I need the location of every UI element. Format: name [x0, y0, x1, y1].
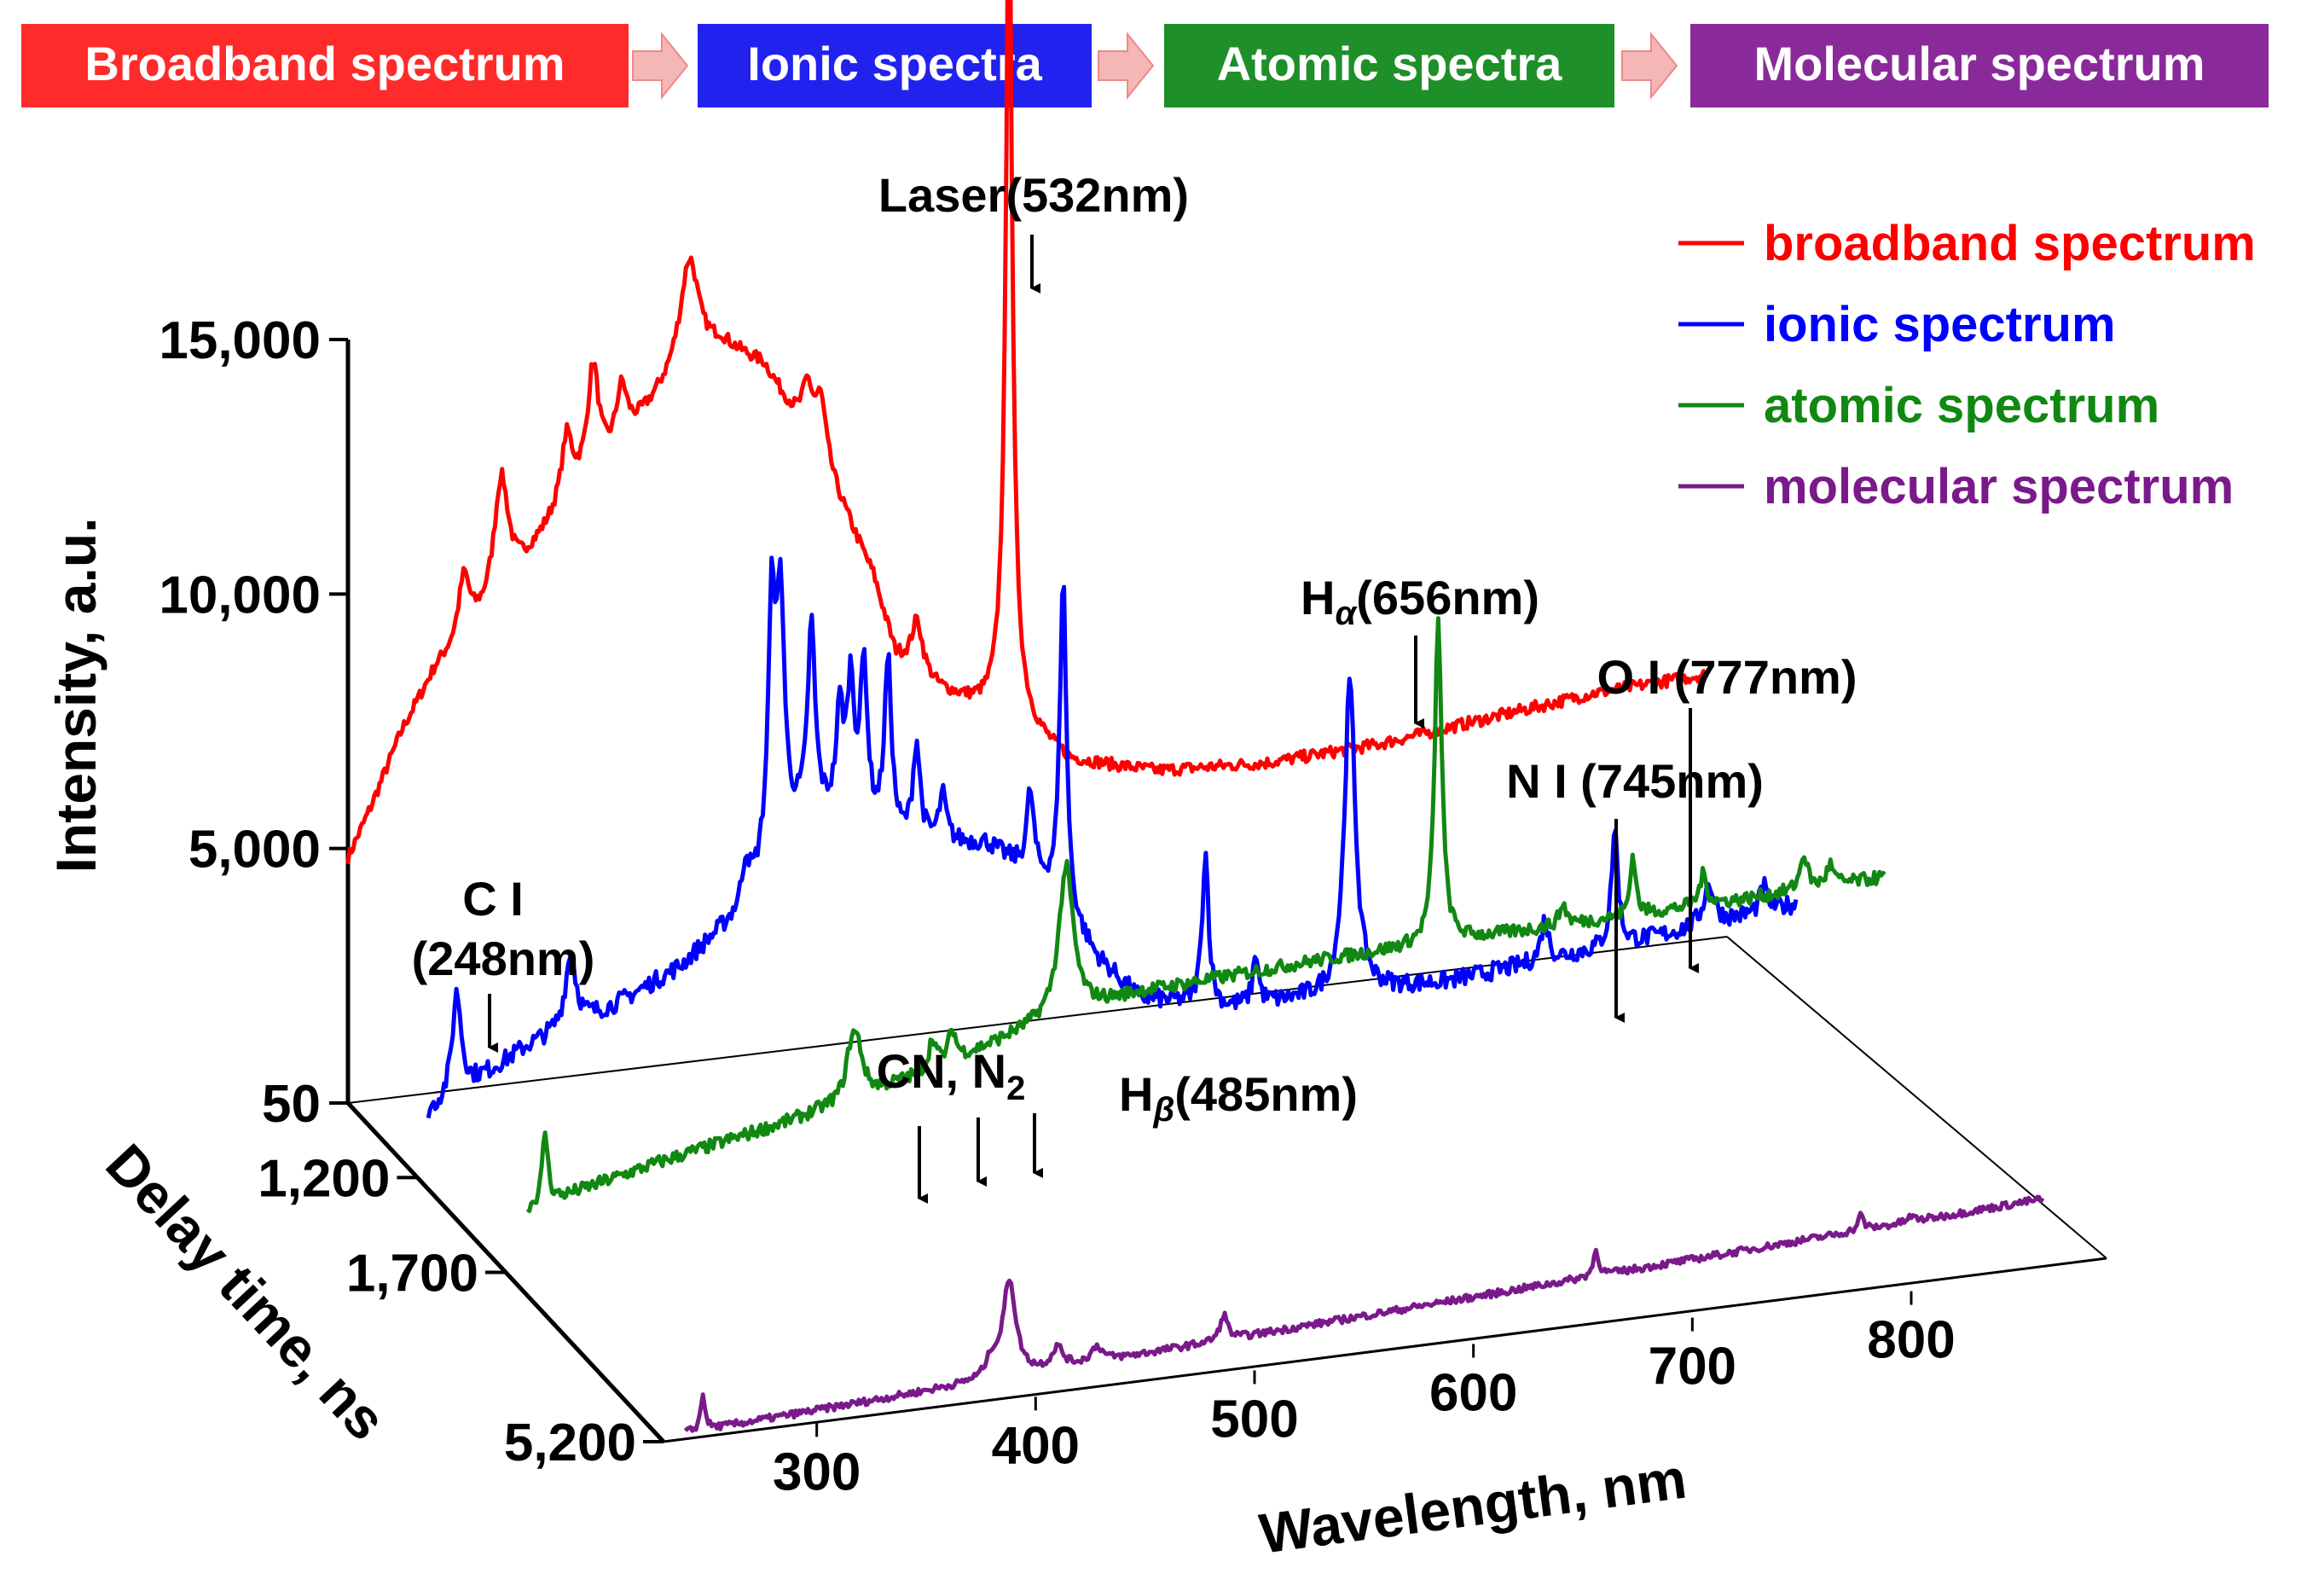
y-tick-label: 5,000	[188, 821, 321, 880]
stage-box-atomic	[1164, 24, 1614, 107]
legend-label-ionic: ionic spectrum	[1764, 297, 2116, 352]
hbeta-value: (485nm)	[1174, 1067, 1358, 1121]
z-tick-label: 5,200	[504, 1414, 636, 1472]
halpha-value: (656nm)	[1356, 571, 1539, 624]
series-atomic-line	[525, 616, 1886, 1214]
legend-label-atomic: atomic spectrum	[1764, 378, 2159, 433]
stage-box-ionic	[698, 24, 1092, 107]
stage-label-atomic: Atomic spectra	[1217, 37, 1562, 90]
x-tick-label: 800	[1867, 1311, 1955, 1370]
series-ionic-line	[426, 555, 1799, 1119]
x-axis-title: Wavelength, nm	[1256, 1447, 1690, 1565]
stage-box-molecular	[1690, 24, 2269, 107]
annotation-ci-line1: C I	[462, 872, 524, 926]
annotations: Laser(532nm) Hα(656nm) O I (777nm) N I (…	[412, 168, 1857, 1204]
z-tick-label: 1,700	[346, 1245, 478, 1303]
stage-box-broadband	[21, 24, 629, 107]
y-axis-title: Intensity, a.u.	[44, 518, 107, 874]
x-tick-label: 600	[1429, 1363, 1517, 1422]
annotation-ni: N I (745nm)	[1506, 754, 1764, 808]
front-floor-line	[663, 1257, 2107, 1443]
legend: broadband spectrum ionic spectrum atomic…	[1678, 216, 2256, 514]
x-tick-label: 500	[1210, 1390, 1298, 1449]
stage-arrow-3-icon	[1621, 32, 1678, 100]
stage-flow: Broadband spectrum Ionic spectra Atomic …	[21, 24, 2269, 107]
annotation-halpha: Hα(656nm)	[1301, 571, 1539, 632]
y-tick-label: 50	[262, 1075, 321, 1134]
y-axis-ticks: 50 5,000 10,000 15,000	[159, 311, 348, 1134]
stage-arrow-1-icon	[632, 32, 689, 100]
cn-n2-subscript: 2	[1006, 1070, 1025, 1107]
legend-label-molecular: molecular spectrum	[1764, 459, 2234, 514]
annotation-laser: Laser(532nm)	[878, 168, 1189, 222]
halpha-symbol: H	[1301, 571, 1335, 624]
z-tick-label: 1,200	[258, 1149, 390, 1208]
x-tick-label: 300	[773, 1443, 861, 1501]
y-tick-label: 15,000	[159, 311, 321, 370]
legend-label-broadband: broadband spectrum	[1764, 216, 2256, 271]
stage-label-broadband: Broadband spectrum	[84, 37, 565, 90]
annotation-ci-line2: (248nm)	[412, 932, 595, 985]
annotation-oi: O I (777nm)	[1597, 650, 1857, 704]
cn-n2-text: CN, N	[877, 1044, 1006, 1098]
halpha-subscript: α	[1335, 595, 1358, 632]
hbeta-symbol: H	[1119, 1067, 1153, 1121]
x-tick-label: 400	[992, 1416, 1080, 1475]
annotation-cn-n2: CN, N2	[877, 1044, 1026, 1107]
right-floor-line	[1726, 936, 2107, 1259]
stage-label-molecular: Molecular spectrum	[1753, 37, 2205, 90]
stage-label-ionic: Ionic spectra	[747, 37, 1042, 90]
annotation-hbeta: Hβ(485nm)	[1119, 1067, 1358, 1129]
stage-arrow-2-icon	[1098, 32, 1155, 100]
series-layer	[345, 0, 2045, 1433]
z-axis-ticks: 1,200 1,700 5,200	[258, 1149, 664, 1472]
series-broadband-line	[345, 0, 1707, 864]
x-tick-label: 700	[1649, 1338, 1736, 1396]
y-tick-label: 10,000	[159, 566, 321, 624]
x-axis-ticks: 300 400 500 600 700 800	[773, 1291, 1956, 1501]
hbeta-subscript: β	[1152, 1091, 1174, 1129]
series-molecular-line	[683, 1194, 2045, 1433]
